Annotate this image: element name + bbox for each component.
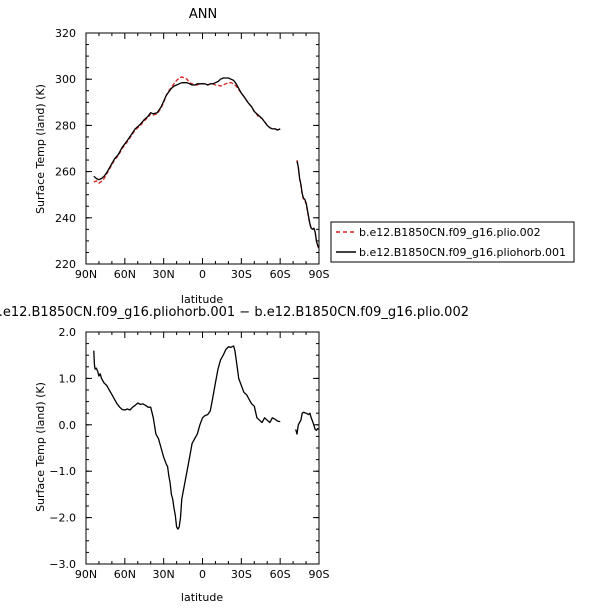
top-x-axis-label: latitude [181, 293, 223, 306]
bottom-series-0-segment-1 [295, 411, 320, 435]
top-y-tick-label: 300 [55, 73, 76, 86]
bottom-y-tick-label: −2.0 [49, 512, 76, 525]
top-y-tick-label: 320 [55, 27, 76, 40]
legend-label-plio: b.e12.B1850CN.f09_g16.plio.002 [359, 226, 541, 239]
bottom-x-tick-label: 60N [114, 568, 136, 581]
top-y-tick-label: 280 [55, 119, 76, 132]
bottom-plot-frame [85, 331, 320, 565]
bottom-chart: b.e12.B1850CN.f09_g16.pliohorb.001 − b.e… [0, 305, 469, 604]
top-chart-title: ANN [189, 7, 217, 22]
top-chart: ANN Surface Temp (land) (K) latitude 90N… [34, 7, 330, 306]
bottom-x-tick-label: 30S [231, 568, 252, 581]
top-x-tick-label: 90N [75, 268, 97, 281]
bottom-y-tick-label: −1.0 [49, 465, 76, 478]
bottom-x-tick-label: 60S [270, 568, 291, 581]
bottom-y-tick-label: 2.0 [59, 326, 77, 339]
legend: b.e12.B1850CN.f09_g16.plio.002 b.e12.B18… [330, 221, 575, 263]
bottom-series-0-segment-0 [93, 345, 281, 530]
top-x-tick-label: 30S [231, 268, 252, 281]
top-series-1-segment-1 [296, 161, 320, 249]
bottom-chart-title: b.e12.B1850CN.f09_g16.pliohorb.001 − b.e… [0, 305, 469, 320]
top-y-tick-label: 240 [55, 212, 76, 225]
bottom-y-tick-label: −3.0 [49, 558, 76, 571]
bottom-chart-ticks: 90N 60N 30N 0 30S 60S 90S −3.0 −2.0 −1.0 0.0 1.0 2.0 [49, 326, 329, 581]
top-x-tick-label: 90S [309, 268, 330, 281]
top-series-0-segment-0 [93, 76, 281, 184]
bottom-x-tick-label: 90S [309, 568, 330, 581]
top-chart-ticks: 90N 60N 30N 0 30S 60S 90S 220 240 260 280 300 320 [55, 27, 330, 281]
top-x-tick-label: 60S [270, 268, 291, 281]
top-x-tick-label: 30N [153, 268, 175, 281]
legend-label-pliohorb: b.e12.B1850CN.f09_g16.pliohorb.001 [359, 246, 566, 259]
bottom-x-tick-label: 90N [75, 568, 97, 581]
top-x-tick-label: 60N [114, 268, 136, 281]
bottom-y-tick-label: 0.0 [59, 419, 77, 432]
legend-box [330, 221, 575, 263]
top-y-tick-label: 220 [55, 258, 76, 271]
bottom-y-axis-label: Surface Temp (land) (K) [34, 382, 47, 512]
bottom-y-tick-label: 1.0 [59, 372, 77, 385]
top-chart-lines [93, 76, 320, 251]
bottom-x-axis-label: latitude [181, 591, 223, 604]
top-x-tick-label: 0 [199, 268, 206, 281]
top-y-axis-label: Surface Temp (land) (K) [34, 84, 47, 214]
bottom-chart-lines [93, 345, 320, 530]
bottom-x-tick-label: 30N [153, 568, 175, 581]
bottom-x-tick-label: 0 [199, 568, 206, 581]
top-y-tick-label: 260 [55, 166, 76, 179]
top-series-1-segment-0 [93, 77, 281, 181]
